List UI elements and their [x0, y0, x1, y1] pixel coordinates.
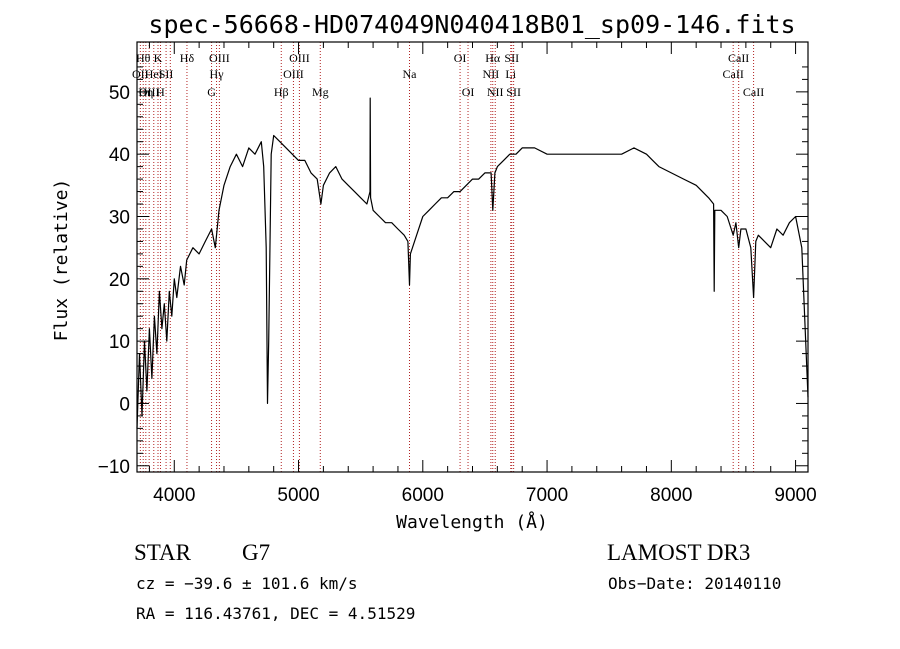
- line-marker-label: SII: [506, 85, 521, 99]
- x-axis-label: Wavelength (Å): [396, 511, 548, 533]
- line-marker-label: H: [156, 85, 165, 99]
- line-marker-label: OI: [454, 51, 467, 65]
- line-marker-label: G: [207, 85, 216, 99]
- line-marker-label: Hδ: [180, 51, 195, 65]
- object-class-label: STAR: [134, 540, 192, 565]
- line-marker-label: Li: [505, 67, 516, 81]
- line-marker-label: CaII: [728, 51, 749, 65]
- line-marker-label: OIII: [283, 67, 304, 81]
- line-marker-label: K: [154, 51, 163, 65]
- y-tick-label: 30: [109, 207, 130, 228]
- line-marker-label: NII: [487, 85, 504, 99]
- line-marker-label: NII: [483, 67, 500, 81]
- line-marker-label: Na: [403, 67, 418, 81]
- line-marker-label: Mg: [312, 85, 329, 99]
- chart-title: spec-56668-HD074049N040418B01_sp09-146.f…: [148, 10, 795, 39]
- line-marker-label: SII: [504, 51, 519, 65]
- line-marker-label: OIII: [139, 85, 160, 99]
- line-marker-label: OII: [132, 67, 149, 81]
- x-tick-label: 4000: [153, 485, 195, 506]
- spectrum-series-layer: [136, 97, 809, 429]
- y-tick-label: 40: [109, 145, 130, 166]
- line-marker-label: HeI: [145, 67, 163, 81]
- plot-frame: [136, 41, 809, 473]
- line-marker-label: Hβ: [274, 85, 289, 99]
- object-subclass-label: G7: [242, 540, 270, 565]
- line-marker-label: Hθ: [136, 51, 151, 65]
- y-axis-ticks: −10 0 10 20 30 40 50: [98, 66, 808, 478]
- line-marker-layer: [139, 42, 755, 472]
- x-axis-ticks: 4000 5000 6000 7000 8000 9000: [148, 42, 817, 506]
- line-marker-label: OIII: [289, 51, 310, 65]
- line-marker-label: CaII: [743, 85, 764, 99]
- spectrum-line: [136, 97, 809, 429]
- y-tick-label: 50: [109, 83, 130, 104]
- line-marker-label-layer: OIIHθHηOIIIHeIKHSIIHδGHγOIIIHβOIIIOIIIMg…: [132, 51, 764, 99]
- y-tick-label: −10: [98, 457, 130, 478]
- x-tick-label: 9000: [774, 485, 816, 506]
- line-marker-label: OI: [462, 85, 475, 99]
- line-marker-label: Hα: [485, 51, 501, 65]
- x-tick-label: 5000: [277, 485, 319, 506]
- redshift-text: cz = −39.6 ± 101.6 km/s: [136, 574, 358, 593]
- y-tick-label: 0: [119, 394, 130, 415]
- survey-label: LAMOST DR3: [607, 540, 750, 565]
- x-tick-label: 8000: [650, 485, 692, 506]
- line-marker-label: Hγ: [210, 67, 225, 81]
- line-marker-label: OIII: [209, 51, 230, 65]
- line-marker-label: CaII: [723, 67, 744, 81]
- y-tick-label: 10: [109, 332, 130, 353]
- obs-date-text: Obs−Date: 20140110: [608, 574, 781, 593]
- x-tick-label: 6000: [402, 485, 444, 506]
- x-tick-label: 7000: [526, 485, 568, 506]
- y-tick-label: 20: [109, 270, 130, 291]
- y-axis-label: Flux (relative): [51, 179, 72, 342]
- coordinates-text: RA = 116.43761, DEC = 4.51529: [136, 604, 415, 623]
- line-marker-label: SII: [159, 67, 174, 81]
